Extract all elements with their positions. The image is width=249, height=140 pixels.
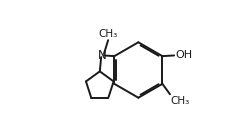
Text: CH₃: CH₃ bbox=[99, 29, 118, 39]
Text: CH₃: CH₃ bbox=[171, 96, 190, 106]
Text: N: N bbox=[98, 49, 107, 62]
Text: OH: OH bbox=[175, 50, 192, 60]
